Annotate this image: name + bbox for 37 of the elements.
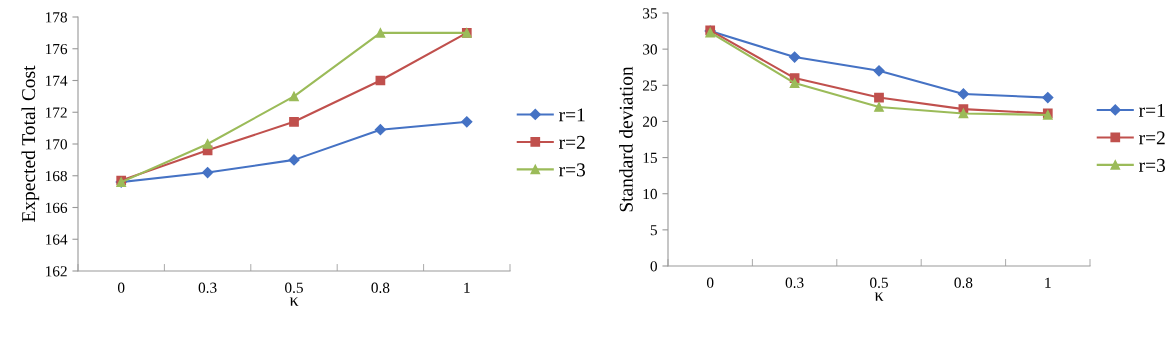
- x-tick-label: 0.8: [954, 277, 973, 288]
- legend-label: r=1: [1139, 103, 1165, 117]
- y-tick-label: 164: [46, 234, 68, 245]
- y-tick-label: 30: [643, 44, 657, 55]
- x-tick-label: 0: [706, 277, 714, 288]
- x-tick-label: 1: [1045, 277, 1051, 288]
- y-tick-label: 10: [643, 188, 657, 200]
- y-tick-label: 20: [642, 116, 657, 127]
- legend-label: r=3: [1139, 158, 1166, 172]
- y-tick-label: 166: [46, 202, 68, 213]
- x-axis-title: κ: [874, 292, 884, 301]
- legend-label: r=2: [1139, 131, 1165, 145]
- x-tick-label: 0: [117, 282, 125, 293]
- y-tick-label: 5: [650, 225, 657, 236]
- legend-label: r=2: [559, 135, 585, 149]
- legend-label: r=1: [559, 108, 585, 122]
- y-axis-title: Expected Total Cost: [21, 65, 40, 222]
- x-tick-label: 0.5: [870, 277, 888, 288]
- x-tick-label: 1: [464, 282, 470, 293]
- x-axis-title: κ: [289, 297, 299, 306]
- x-tick-label: 0.8: [371, 282, 390, 293]
- y-tick-label: 174: [46, 75, 68, 86]
- legend-label: r=3: [559, 163, 586, 177]
- x-tick-label: 0.3: [198, 282, 217, 293]
- y-tick-label: 162: [46, 266, 67, 277]
- y-tick-label: 176: [46, 43, 68, 55]
- y-tick-label: 0: [650, 261, 657, 272]
- x-tick-label: 0.3: [785, 277, 804, 288]
- y-tick-label: 168: [46, 170, 67, 182]
- y-axis-title: Standard deviation: [619, 66, 633, 212]
- y-tick-label: 170: [46, 139, 67, 150]
- x-tick-label: 0.5: [285, 282, 303, 293]
- y-tick-label: 15: [643, 152, 657, 164]
- y-tick-label: 35: [643, 8, 657, 19]
- y-tick-label: 178: [46, 12, 67, 23]
- y-tick-label: 25: [642, 80, 657, 91]
- y-tick-label: 172: [46, 107, 67, 118]
